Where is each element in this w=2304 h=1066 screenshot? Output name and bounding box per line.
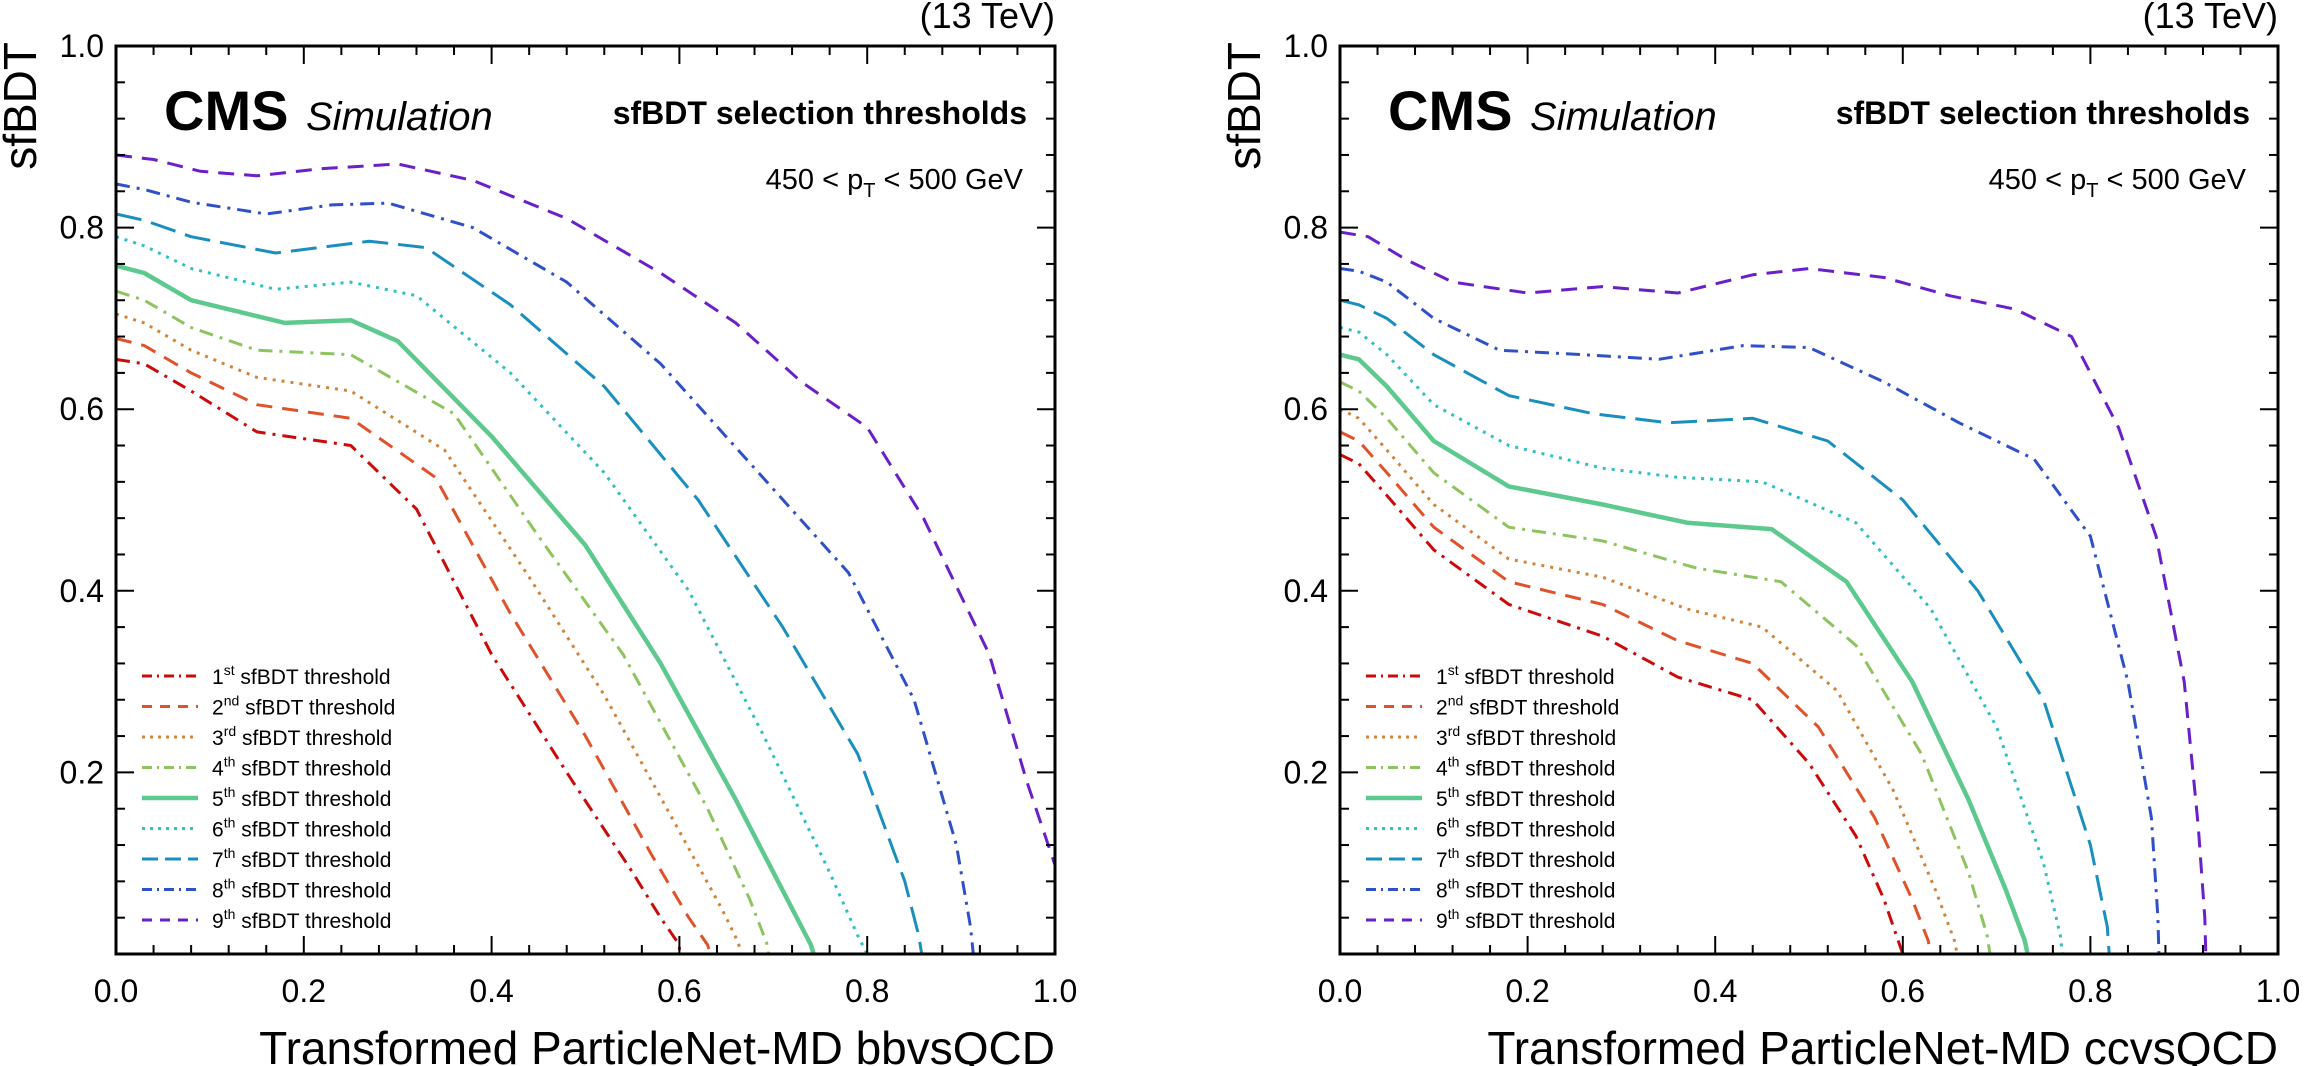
legend-label: 1st sfBDT threshold <box>212 662 391 689</box>
experiment-label: CMS <box>1388 79 1512 142</box>
series-line-5 <box>1340 352 2030 954</box>
series-line-8 <box>116 182 975 954</box>
series-line-2 <box>1340 430 1933 954</box>
x-tick-label: 0.8 <box>845 973 889 1009</box>
legend-label: 5th sfBDT threshold <box>212 784 391 811</box>
energy-label: (13 TeV) <box>920 0 1055 36</box>
legend-label: 9th sfBDT threshold <box>212 906 391 933</box>
y-axis-label: sfBDT <box>0 42 46 170</box>
series-line-7 <box>116 212 924 954</box>
legend-item-7: 7th sfBDT threshold <box>1366 845 1615 872</box>
y-axis-label: sfBDT <box>1218 42 1270 170</box>
x-tick-label: 0.4 <box>1693 973 1737 1009</box>
legend-label: 8th sfBDT threshold <box>212 876 391 903</box>
y-tick-label: 0.4 <box>1284 573 1328 609</box>
series-line-9 <box>1340 230 2208 954</box>
legend-label: 4th sfBDT threshold <box>212 754 391 781</box>
legend-label: 7th sfBDT threshold <box>212 845 391 872</box>
y-tick-label: 0.8 <box>60 210 104 246</box>
legend-label: 3rd sfBDT threshold <box>212 723 392 750</box>
x-tick-label: 0.6 <box>657 973 701 1009</box>
series-line-9 <box>116 153 1055 866</box>
y-tick-label: 0.8 <box>1284 210 1328 246</box>
legend-item-1: 1st sfBDT threshold <box>1366 662 1615 689</box>
chart-title: sfBDT selection thresholds <box>613 95 1027 131</box>
legend-item-4: 4th sfBDT threshold <box>142 754 391 781</box>
chart-title: sfBDT selection thresholds <box>1836 95 2250 131</box>
energy-label: (13 TeV) <box>2143 0 2278 36</box>
series-line-8 <box>1340 267 2161 954</box>
series-line-4 <box>116 289 771 954</box>
legend-item-8: 8th sfBDT threshold <box>1366 876 1615 903</box>
legend-label: 2nd sfBDT threshold <box>1436 693 1619 720</box>
legend: 1st sfBDT threshold 2nd sfBDT threshold 3r… <box>1366 662 1619 933</box>
axes-frame <box>114 44 1057 956</box>
plot-area <box>1340 230 2208 954</box>
legend-item-5: 5th sfBDT threshold <box>142 784 391 811</box>
legend-item-6: 6th sfBDT threshold <box>1366 815 1615 842</box>
experiment-label: CMS <box>164 79 288 142</box>
legend-item-7: 7th sfBDT threshold <box>142 845 391 872</box>
legend-item-5: 5th sfBDT threshold <box>1366 784 1615 811</box>
pt-range-annotation: 450 < pT < 500 GeV <box>766 164 1024 202</box>
x-tick-label: 0.8 <box>2068 973 2112 1009</box>
legend-label: 2nd sfBDT threshold <box>212 693 395 720</box>
x-tick-label: 0.0 <box>1318 973 1362 1009</box>
series-line-3 <box>1340 407 1959 954</box>
legend-label: 5th sfBDT threshold <box>1436 784 1615 811</box>
x-tick-label: 0.4 <box>469 973 513 1009</box>
x-tick-label: 0.2 <box>1505 973 1549 1009</box>
y-tick-label: 1.0 <box>60 28 104 64</box>
series-line-7 <box>1340 298 2111 954</box>
x-tick-label: 0.0 <box>94 973 138 1009</box>
legend-item-8: 8th sfBDT threshold <box>142 876 391 903</box>
legend-label: 6th sfBDT threshold <box>212 815 391 842</box>
panel-right: 0.0 0.2 0.4 0.6 0.8 1.0 0.2 0.4 0.6 0.8 1.0 Transfo… <box>1218 0 2300 1066</box>
series-line-2 <box>116 336 712 954</box>
x-axis-label: Transformed ParticleNet-MD bbvsQCD <box>259 1022 1055 1066</box>
legend-item-9: 9th sfBDT threshold <box>1366 906 1615 933</box>
legend-item-2: 2nd sfBDT threshold <box>142 693 395 720</box>
legend-label: 9th sfBDT threshold <box>1436 906 1615 933</box>
series-line-6 <box>116 235 869 954</box>
x-axis-label: Transformed ParticleNet-MD ccvsQCD <box>1487 1022 2278 1066</box>
simulation-label: Simulation <box>1530 95 1717 139</box>
legend-item-3: 3rd sfBDT threshold <box>142 723 392 750</box>
legend-item-3: 3rd sfBDT threshold <box>1366 723 1616 750</box>
legend: 1st sfBDT threshold 2nd sfBDT threshold 3r… <box>142 662 395 933</box>
y-tick-label: 0.2 <box>60 754 104 790</box>
legend-label: 4th sfBDT threshold <box>1436 754 1615 781</box>
plot-area <box>116 153 1055 954</box>
x-tick-label: 1.0 <box>1033 973 1077 1009</box>
y-tick-label: 0.4 <box>60 573 104 609</box>
legend-item-2: 2nd sfBDT threshold <box>1366 693 1619 720</box>
x-tick-label: 0.2 <box>282 973 326 1009</box>
legend-item-6: 6th sfBDT threshold <box>142 815 391 842</box>
legend-label: 7th sfBDT threshold <box>1436 845 1615 872</box>
legend-label: 1st sfBDT threshold <box>1436 662 1615 689</box>
x-tick-label: 0.6 <box>1881 973 1925 1009</box>
y-tick-label: 0.6 <box>60 391 104 427</box>
panel-left: 0.0 0.2 0.4 0.6 0.8 1.0 0.2 0.4 0.6 0.8 1.0 Transfo… <box>0 0 1077 1066</box>
pt-range-annotation: 450 < pT < 500 GeV <box>1989 164 2247 202</box>
series-line-1 <box>1340 453 1905 954</box>
series-line-1 <box>116 357 681 954</box>
series-line-6 <box>1340 326 2064 954</box>
x-tick-label: 1.0 <box>2256 973 2300 1009</box>
axes-frame <box>1338 44 2280 956</box>
y-tick-label: 0.6 <box>1284 391 1328 427</box>
legend-label: 3rd sfBDT threshold <box>1436 723 1616 750</box>
series-line-5 <box>116 263 816 954</box>
y-tick-label: 1.0 <box>1284 28 1328 64</box>
legend-label: 8th sfBDT threshold <box>1436 876 1615 903</box>
y-tick-label: 0.2 <box>1284 754 1328 790</box>
legend-item-9: 9th sfBDT threshold <box>142 906 391 933</box>
legend-label: 6th sfBDT threshold <box>1436 815 1615 842</box>
legend-item-4: 4th sfBDT threshold <box>1366 754 1615 781</box>
simulation-label: Simulation <box>306 95 493 139</box>
series-line-3 <box>116 312 742 954</box>
legend-item-1: 1st sfBDT threshold <box>142 662 391 689</box>
